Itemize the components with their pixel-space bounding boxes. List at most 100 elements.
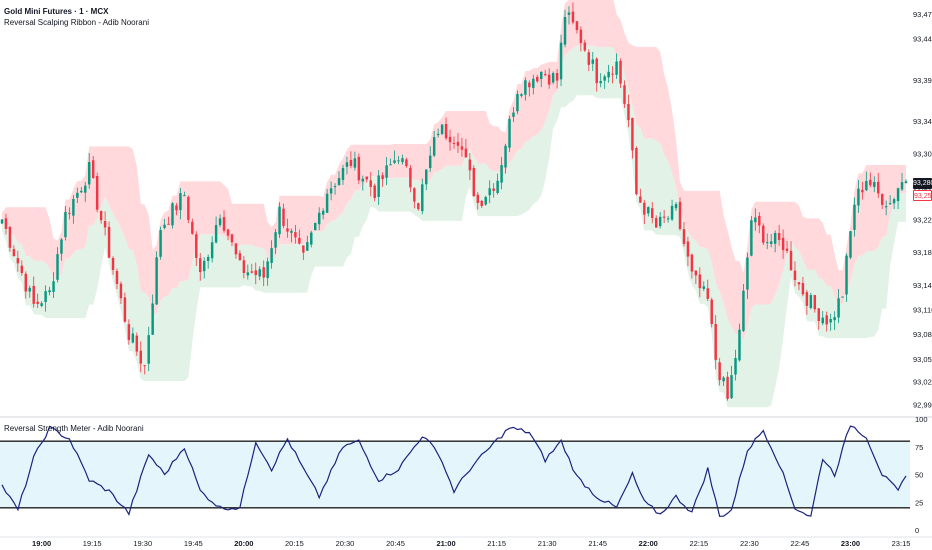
candle: [480, 199, 483, 209]
candle-body: [722, 377, 725, 382]
candle-body: [206, 257, 210, 261]
price-tick-label: 93,440: [913, 35, 932, 44]
candle-body: [369, 180, 372, 187]
candle-body: [401, 158, 404, 163]
candle-body: [567, 12, 571, 15]
candle-body: [195, 234, 198, 258]
candle: [595, 57, 598, 92]
candle: [734, 349, 737, 381]
candle: [262, 260, 265, 287]
candle-body: [306, 242, 309, 251]
candle: [654, 215, 658, 228]
candle: [583, 39, 587, 53]
candle-body: [754, 217, 757, 223]
candle-body: [377, 175, 380, 197]
candle-body: [64, 212, 67, 238]
candle-body: [781, 237, 785, 251]
candle: [698, 267, 702, 298]
candle-body: [670, 205, 674, 220]
candle-body: [0, 219, 4, 224]
candle: [492, 183, 495, 198]
candle: [242, 255, 246, 279]
candle-body: [381, 175, 384, 180]
candle: [8, 225, 12, 252]
candle: [171, 202, 174, 229]
candle: [179, 187, 182, 220]
candle: [861, 181, 864, 200]
candle: [718, 358, 721, 386]
candle-body: [12, 249, 16, 257]
candle: [234, 243, 238, 259]
candle: [226, 228, 230, 241]
candle: [32, 276, 35, 308]
candle: [68, 207, 71, 220]
candle-body: [151, 303, 154, 335]
candle: [143, 365, 146, 375]
candle-body: [8, 226, 12, 248]
candle: [385, 157, 388, 186]
candle-body: [758, 215, 761, 226]
candle: [690, 253, 694, 279]
candle: [115, 268, 119, 290]
candle: [520, 93, 523, 98]
candle: [4, 213, 8, 235]
candle: [357, 153, 361, 185]
candle-body: [95, 176, 99, 210]
candle: [381, 172, 384, 187]
candle-body: [111, 257, 115, 270]
price-tick-label: 93,470: [913, 10, 932, 19]
secondary-price-tag: 93,254: [913, 190, 932, 201]
candle-body: [773, 232, 777, 244]
candle-body: [643, 202, 646, 215]
candle-body: [575, 21, 579, 31]
candle-body: [373, 185, 376, 198]
candle-body: [543, 74, 547, 76]
candle-body: [861, 189, 864, 193]
candle-body: [40, 303, 43, 306]
candle-body: [99, 210, 103, 221]
candle: [286, 218, 289, 238]
candle: [555, 68, 559, 89]
candle-body: [492, 188, 495, 192]
candle: [726, 371, 729, 401]
candle: [623, 80, 626, 108]
candle: [389, 158, 392, 166]
candle-body: [20, 265, 24, 273]
indicator-title[interactable]: Reversal Scalping Ribbon - Adib Noorani: [4, 18, 149, 27]
candle-body: [436, 133, 440, 136]
candle: [635, 146, 638, 196]
oscillator-title[interactable]: Reversal Strength Meter - Adib Noorani: [4, 424, 144, 433]
candle-body: [238, 253, 242, 261]
candle: [20, 260, 24, 276]
price-tick-label: 93,022: [913, 378, 932, 387]
candle: [282, 203, 285, 229]
candle: [880, 193, 884, 209]
candle: [421, 178, 424, 215]
time-tick-label: 21:45: [588, 539, 607, 548]
candle: [472, 165, 476, 197]
candle: [658, 211, 662, 229]
candle: [682, 221, 686, 247]
candle: [543, 69, 547, 77]
symbol-title[interactable]: Gold Mini Futures · 1 · MCX: [4, 7, 109, 16]
candle: [274, 228, 277, 254]
candle: [567, 6, 571, 25]
candle-body: [143, 365, 146, 367]
candle-body: [317, 212, 321, 225]
candle: [559, 34, 563, 87]
candle-body: [397, 160, 400, 162]
candle: [175, 203, 178, 216]
candle-body: [674, 204, 678, 209]
candle: [528, 80, 531, 97]
candle-body: [115, 270, 119, 284]
candle: [56, 247, 59, 283]
candle-body: [52, 281, 55, 292]
candle: [777, 225, 781, 246]
candle-body: [627, 104, 630, 121]
candle-body: [480, 200, 483, 207]
candle-body: [214, 225, 218, 243]
oscillator-pane: [0, 416, 932, 517]
candle: [571, 2, 575, 25]
candle: [139, 341, 143, 373]
